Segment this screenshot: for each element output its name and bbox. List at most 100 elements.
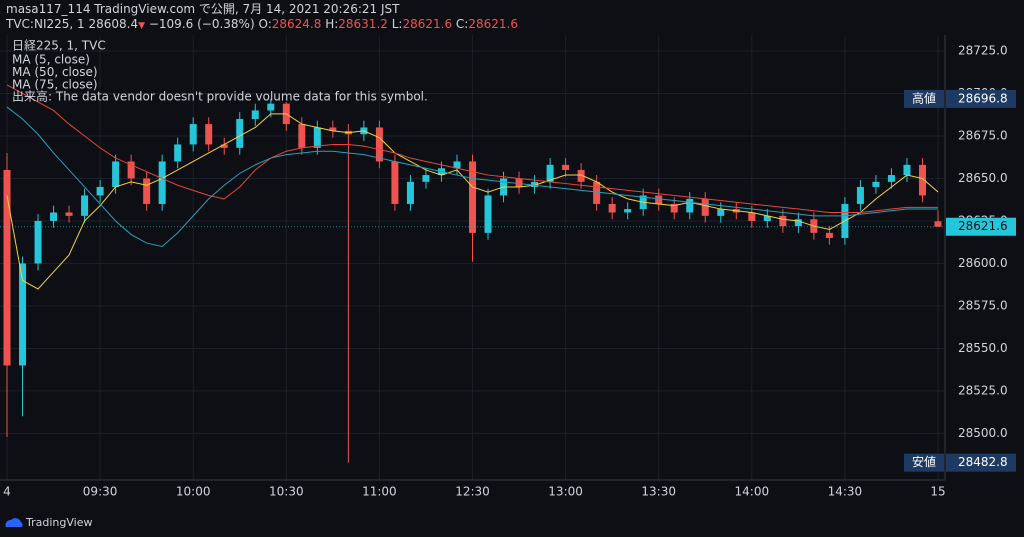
x-tick-label: 4 <box>3 485 11 499</box>
candle-body <box>205 124 213 145</box>
logo: TradingView <box>5 516 92 529</box>
y-tick-label: 28675.0 <box>958 128 1008 142</box>
candle-body <box>406 181 414 204</box>
candle-body <box>717 209 725 216</box>
legend-entry: MA (75, close) <box>12 78 98 92</box>
legend-entry: MA (50, close) <box>12 65 98 79</box>
y-tick-label: 28575.0 <box>958 298 1008 312</box>
candle-body <box>50 212 58 221</box>
candle-body <box>143 178 151 204</box>
published-line: masa117_114 TradingView.com で公開, 7月 14, … <box>6 2 518 17</box>
badge-bg <box>946 89 1016 108</box>
candle-body <box>608 203 616 213</box>
candle-body <box>562 164 570 170</box>
legend-entry: MA (5, close) <box>12 53 90 67</box>
candle-body <box>934 221 942 227</box>
volume-note: 出来高: The data vendor doesn't provide vol… <box>12 90 428 104</box>
close-value: 28621.6 <box>468 17 518 31</box>
y-tick-label: 28525.0 <box>958 383 1008 397</box>
badge-bg <box>946 453 1016 472</box>
candle-body <box>872 181 880 187</box>
y-tick-label: 28650.0 <box>958 171 1008 185</box>
candle-body <box>19 263 27 366</box>
candle-body <box>453 161 461 169</box>
candle-body <box>422 175 430 182</box>
x-tick-label: 12:30 <box>455 485 490 499</box>
legend: 日経225, 1, TVC MA (5, close)MA (50, close… <box>12 39 428 104</box>
candle-body <box>763 215 771 221</box>
badge-label-bg <box>904 89 944 108</box>
published: masa117_114 TradingView.com で公開, 7月 14, … <box>6 2 400 16</box>
ma-line <box>6 106 938 247</box>
change-arrow: ▼ <box>138 21 146 31</box>
candle-body <box>298 124 306 148</box>
candle-body <box>112 161 120 187</box>
candle-body <box>96 186 104 196</box>
low-label: L: <box>391 17 403 31</box>
badge-label: 安値 <box>912 454 936 469</box>
candle-body <box>329 127 337 131</box>
ma-line <box>6 84 938 213</box>
candle-body <box>779 215 787 227</box>
candle-body <box>391 161 399 204</box>
candle-body <box>577 169 585 182</box>
high-value: 28631.2 <box>338 17 388 31</box>
candle-body <box>65 212 73 216</box>
quote-line: TVC:NI225, 1 28608.4▼ −109.6 (−0.38%) O:… <box>6 17 518 34</box>
close-label: C: <box>455 17 469 31</box>
x-tick-label: 11:00 <box>362 485 397 499</box>
brand: TradingView <box>25 516 92 529</box>
candle-body <box>189 124 197 145</box>
candle-body <box>748 212 756 221</box>
logo-icon <box>5 518 23 527</box>
candle-body <box>903 164 911 176</box>
x-tick-label: 10:30 <box>269 485 304 499</box>
badge-value: 28482.8 <box>958 455 1008 469</box>
candle-body <box>515 178 523 187</box>
badge-value: 28621.6 <box>958 219 1008 233</box>
price-axis-bg <box>945 35 1024 480</box>
candle-body <box>127 161 135 179</box>
open-label: O: <box>258 17 272 31</box>
price-badges: 高値 28696.8 28621.6 安値 28482.8 <box>904 89 1016 472</box>
y-tick-label: 28725.0 <box>958 43 1008 57</box>
candle-body <box>251 110 259 119</box>
badge-label-bg <box>904 453 944 472</box>
low-value: 28621.6 <box>402 17 453 31</box>
x-tick-label: 13:30 <box>641 485 676 499</box>
candle-body <box>794 219 802 227</box>
candle-body <box>686 198 694 213</box>
candle-body <box>655 195 663 204</box>
change: −109.6 (−0.38%) <box>148 17 255 31</box>
candle-body <box>484 195 492 233</box>
plot-area <box>0 84 945 463</box>
y-tick-label: 28600.0 <box>958 256 1008 270</box>
candle-body <box>375 127 383 162</box>
badge-label: 高値 <box>912 90 936 105</box>
candle-body <box>313 127 321 148</box>
candle-body <box>158 161 166 204</box>
x-tick-label: 15 <box>930 485 945 499</box>
candle-body <box>174 144 182 162</box>
candle-body <box>918 164 926 196</box>
time-axis: 4 09:30 10:00 10:30 11:00 12:30 13:00 13:30 14:0… <box>3 485 945 499</box>
candle-body <box>825 232 833 238</box>
candle-body <box>236 118 244 148</box>
candle-body <box>3 169 11 366</box>
candle-body <box>670 203 678 213</box>
candle-body <box>546 164 554 182</box>
candle-body <box>81 195 89 216</box>
candle-body <box>531 181 539 187</box>
candle-body <box>34 220 42 264</box>
x-tick-label: 10:00 <box>176 485 211 499</box>
last-price: 28608.4 <box>88 17 139 31</box>
candle-body <box>701 198 709 216</box>
y-tick-label: 28550.0 <box>958 341 1008 355</box>
candle-body <box>267 103 275 111</box>
badge-value: 28696.8 <box>958 91 1008 105</box>
candle-body <box>887 175 895 182</box>
x-tick-label: 09:30 <box>83 485 118 499</box>
x-tick-label: 14:00 <box>735 485 770 499</box>
high-label: H: <box>325 17 339 31</box>
